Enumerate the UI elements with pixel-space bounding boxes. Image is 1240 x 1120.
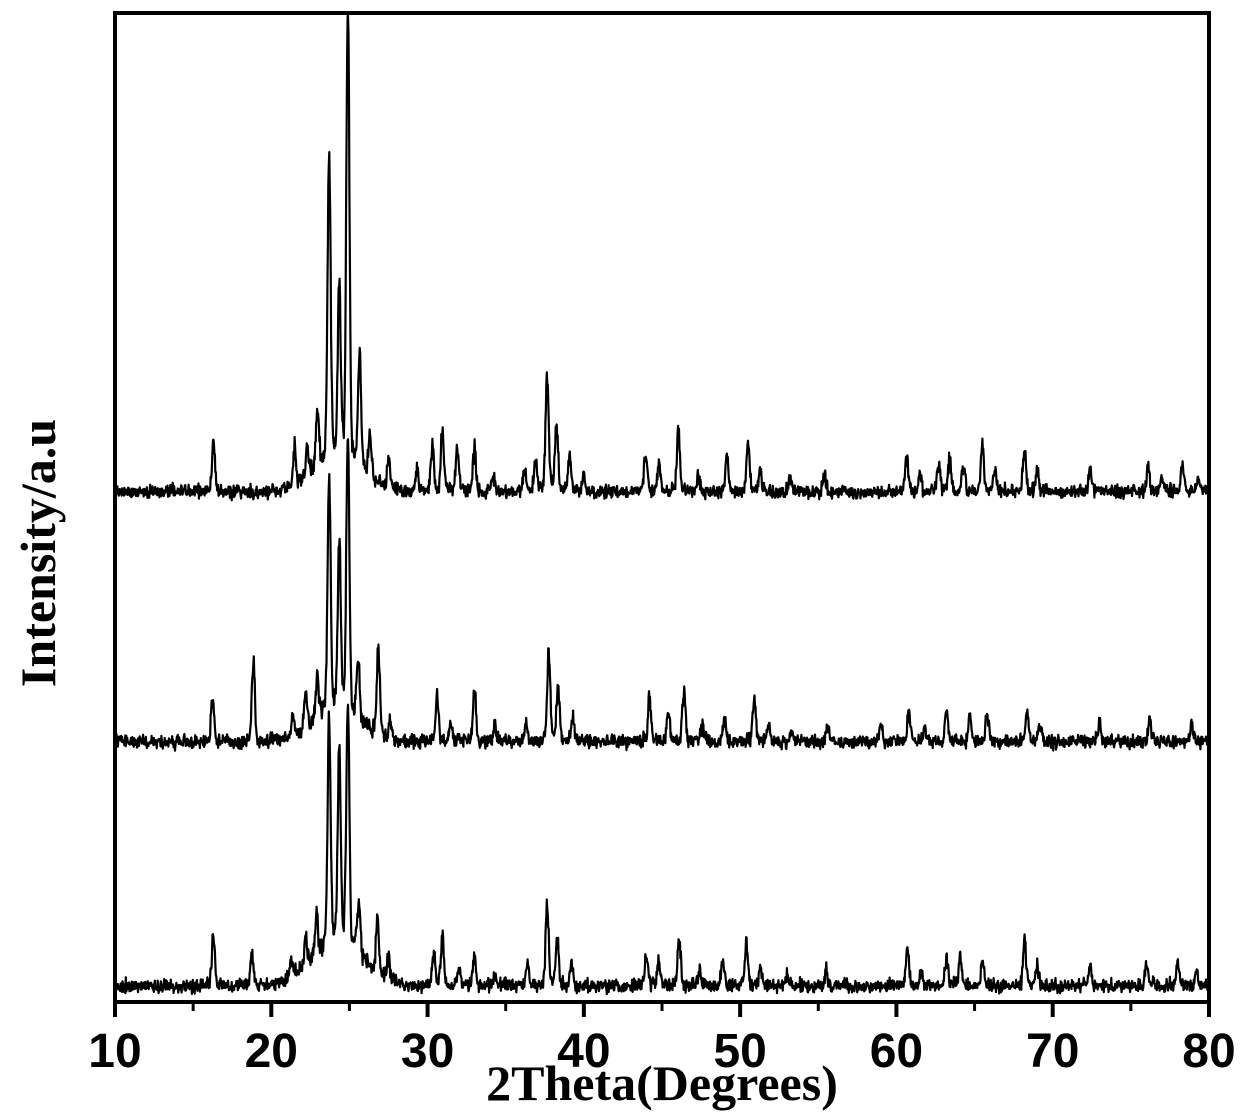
x-tick-label: 10 — [88, 1025, 141, 1078]
x-tick-label: 80 — [1182, 1025, 1235, 1078]
x-tick-label: 30 — [401, 1025, 454, 1078]
plot-border — [113, 11, 1211, 1004]
xrd-trace-pattern-bottom — [113, 703, 1210, 996]
x-tick-label: 70 — [1026, 1025, 1079, 1078]
x-tick-label: 50 — [713, 1025, 766, 1078]
x-tick-label: 20 — [245, 1025, 298, 1078]
xrd-trace-pattern-middle — [113, 438, 1210, 752]
y-axis-title: Intensity/a.u — [10, 418, 66, 688]
x-tick-label: 40 — [557, 1025, 610, 1078]
x-axis-title: 2Theta(Degrees) — [486, 1055, 838, 1111]
xrd-trace-pattern-top — [113, 14, 1210, 502]
x-tick-label: 60 — [870, 1025, 923, 1078]
